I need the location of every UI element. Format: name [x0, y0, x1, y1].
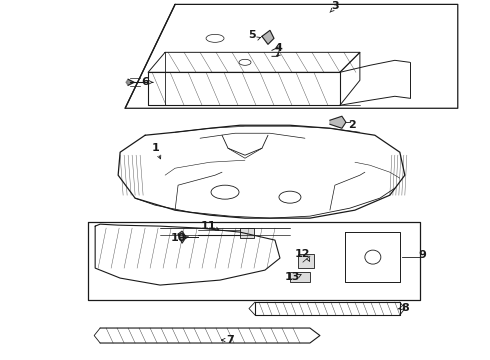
Polygon shape — [126, 79, 134, 85]
Text: 3: 3 — [331, 1, 339, 12]
Text: 8: 8 — [401, 303, 409, 313]
Bar — [298, 254, 314, 268]
Text: 5: 5 — [248, 30, 256, 40]
Bar — [240, 228, 254, 238]
Polygon shape — [330, 116, 346, 128]
Text: 7: 7 — [226, 335, 234, 345]
Polygon shape — [178, 231, 186, 243]
Text: 1: 1 — [151, 143, 159, 153]
Text: 6: 6 — [141, 77, 149, 87]
Text: 13: 13 — [284, 272, 300, 282]
Text: 4: 4 — [274, 43, 282, 53]
Text: 9: 9 — [418, 250, 426, 260]
Text: 10: 10 — [171, 233, 186, 243]
Text: 12: 12 — [294, 249, 310, 259]
Text: 2: 2 — [348, 120, 356, 130]
Bar — [290, 272, 310, 282]
Text: 11: 11 — [200, 221, 216, 231]
Polygon shape — [262, 30, 274, 44]
